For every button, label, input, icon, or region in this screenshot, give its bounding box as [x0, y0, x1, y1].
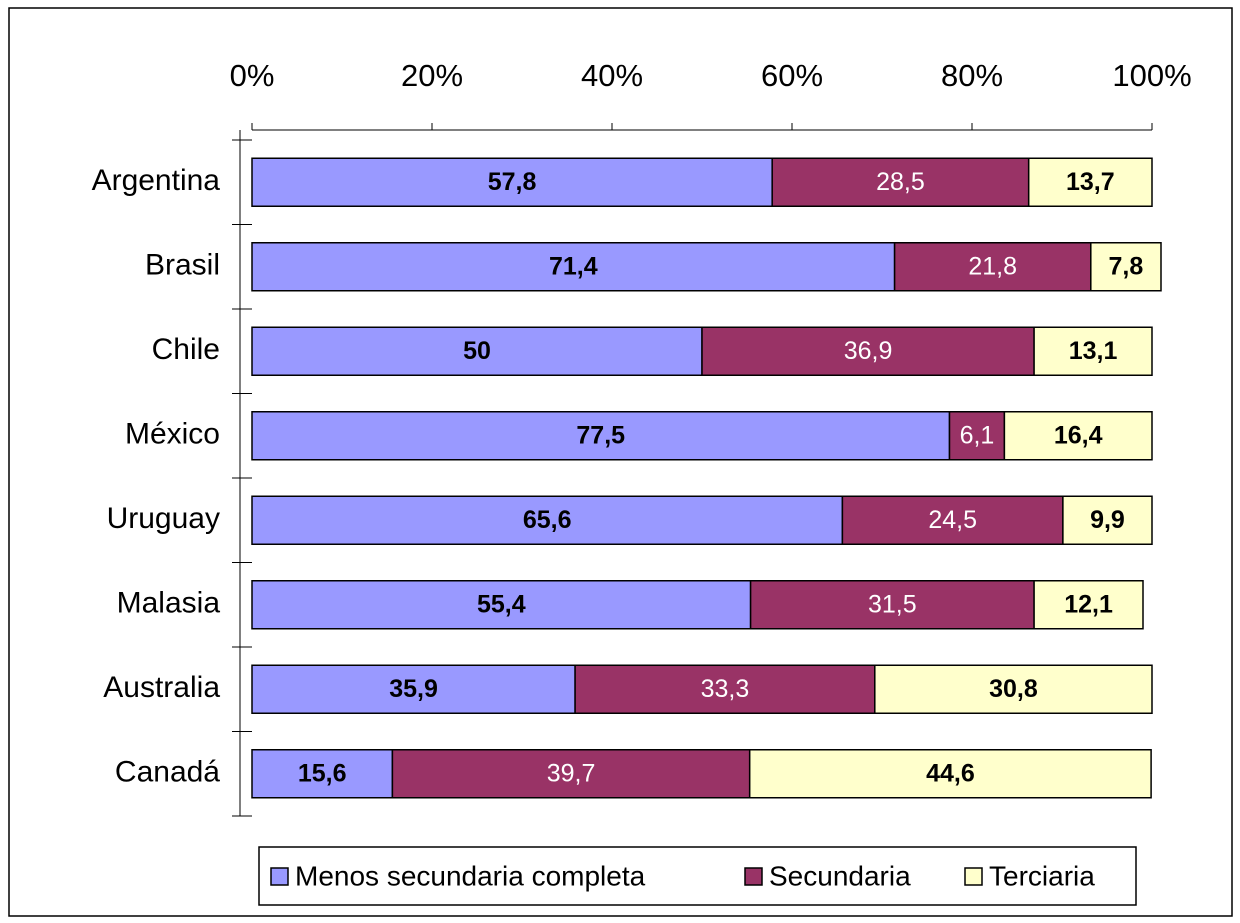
data-label: 7,8 — [1109, 252, 1144, 280]
bar-segment — [251, 326, 703, 376]
bar-segment — [251, 157, 773, 207]
bar-segment — [251, 749, 394, 799]
y-tick-label: Australia — [103, 671, 220, 704]
x-tick-label: 40% — [581, 58, 643, 93]
legend-label: Terciaria — [989, 860, 1095, 891]
bar-segment — [893, 242, 1092, 292]
y-tick-label: Brasil — [145, 249, 220, 282]
data-label: 65,6 — [523, 506, 572, 534]
bar-segment — [1033, 326, 1153, 376]
y-tick-label: México — [125, 418, 220, 451]
bar-segment — [701, 326, 1035, 376]
data-label: 30,8 — [989, 675, 1038, 703]
data-label: 31,5 — [868, 590, 917, 618]
data-label: 57,8 — [488, 168, 537, 196]
bar-segment — [841, 495, 1064, 545]
bar-segment — [391, 749, 751, 799]
legend-label: Menos secundaria completa — [295, 860, 646, 891]
bar-segment — [749, 580, 1035, 630]
legend-swatch — [964, 867, 983, 886]
data-label: 44,6 — [926, 759, 975, 787]
bar-segment — [251, 242, 896, 292]
data-label: 39,7 — [547, 759, 596, 787]
data-label: 6,1 — [960, 421, 995, 449]
legend-label: Secundaria — [769, 860, 911, 891]
y-tick-label: Canadá — [115, 756, 220, 789]
bar-segment — [1033, 580, 1144, 630]
bar-segment — [1027, 157, 1153, 207]
data-label: 9,9 — [1090, 506, 1125, 534]
bar-segment — [251, 495, 844, 545]
data-label: 77,5 — [576, 421, 625, 449]
bar-segment — [251, 580, 752, 630]
data-label: 16,4 — [1054, 421, 1103, 449]
y-tick-label: Chile — [152, 333, 220, 366]
bar-segment — [874, 664, 1153, 714]
data-label: 50 — [463, 337, 491, 365]
legend-swatch — [270, 867, 289, 886]
bar-segment — [1090, 242, 1162, 292]
bar-segment — [1003, 411, 1153, 461]
x-tick-label: 60% — [761, 58, 823, 93]
data-label: 35,9 — [389, 675, 438, 703]
x-tick-label: 80% — [941, 58, 1003, 93]
y-tick-label: Malasia — [117, 587, 221, 620]
x-tick-label: 100% — [1112, 58, 1191, 93]
y-tick-label: Argentina — [92, 164, 221, 197]
data-label: 21,8 — [968, 252, 1017, 280]
data-label: 13,7 — [1066, 168, 1115, 196]
data-label: 28,5 — [876, 168, 925, 196]
data-label: 13,1 — [1069, 337, 1118, 365]
data-label: 15,6 — [298, 759, 347, 787]
y-tick-label: Uruguay — [107, 502, 220, 535]
legend-swatch — [744, 867, 763, 886]
bar-segment — [251, 664, 576, 714]
x-tick-label: 20% — [401, 58, 463, 93]
bar-segment — [574, 664, 876, 714]
data-label: 55,4 — [477, 590, 526, 618]
legend-box — [258, 846, 1137, 906]
data-label: 33,3 — [701, 675, 750, 703]
data-label: 71,4 — [549, 252, 598, 280]
data-label: 24,5 — [928, 506, 977, 534]
data-label: 36,9 — [844, 337, 893, 365]
data-label: 12,1 — [1064, 590, 1113, 618]
x-tick-label: 0% — [230, 58, 275, 93]
bar-segment — [1062, 495, 1153, 545]
bar-segment — [748, 749, 1152, 799]
